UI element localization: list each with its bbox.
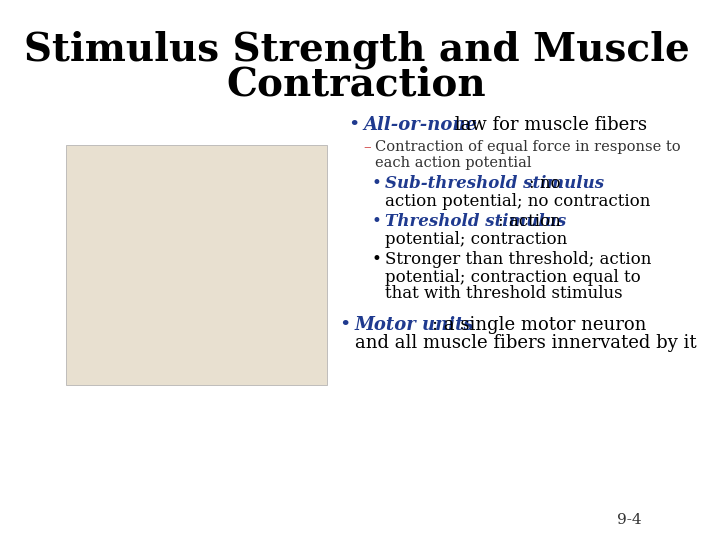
Text: •: • (348, 116, 359, 134)
Text: –: – (363, 140, 371, 154)
Text: Stronger than threshold; action: Stronger than threshold; action (385, 252, 652, 268)
Text: •: • (372, 176, 382, 192)
Text: and all muscle fibers innervated by it: and all muscle fibers innervated by it (355, 334, 696, 352)
Text: : action: : action (498, 213, 560, 231)
Text: that with threshold stimulus: that with threshold stimulus (385, 286, 623, 302)
Text: : a single motor neuron: : a single motor neuron (432, 316, 647, 334)
Text: Motor units: Motor units (355, 316, 474, 334)
Text: Sub-threshold stimulus: Sub-threshold stimulus (385, 176, 604, 192)
Text: All-or-none law for muscle fibers: All-or-none law for muscle fibers (363, 116, 662, 134)
Text: : no: : no (528, 176, 560, 192)
FancyBboxPatch shape (66, 145, 327, 385)
Text: •: • (340, 316, 351, 334)
Text: 9-4: 9-4 (618, 513, 642, 527)
Text: •: • (372, 252, 382, 268)
Text: •: • (372, 213, 382, 231)
Text: All-or-none: All-or-none (363, 116, 477, 134)
Text: action potential; no contraction: action potential; no contraction (385, 192, 650, 210)
Text: Contraction of equal force in response to: Contraction of equal force in response t… (375, 140, 680, 154)
Text: potential; contraction: potential; contraction (385, 231, 567, 247)
Text: Threshold stimulus: Threshold stimulus (385, 213, 566, 231)
Text: law for muscle fibers: law for muscle fibers (449, 116, 647, 134)
Text: Contraction: Contraction (227, 66, 486, 104)
Text: potential; contraction equal to: potential; contraction equal to (385, 268, 641, 286)
Text: Stimulus Strength and Muscle: Stimulus Strength and Muscle (24, 31, 689, 69)
Text: each action potential: each action potential (375, 156, 531, 170)
